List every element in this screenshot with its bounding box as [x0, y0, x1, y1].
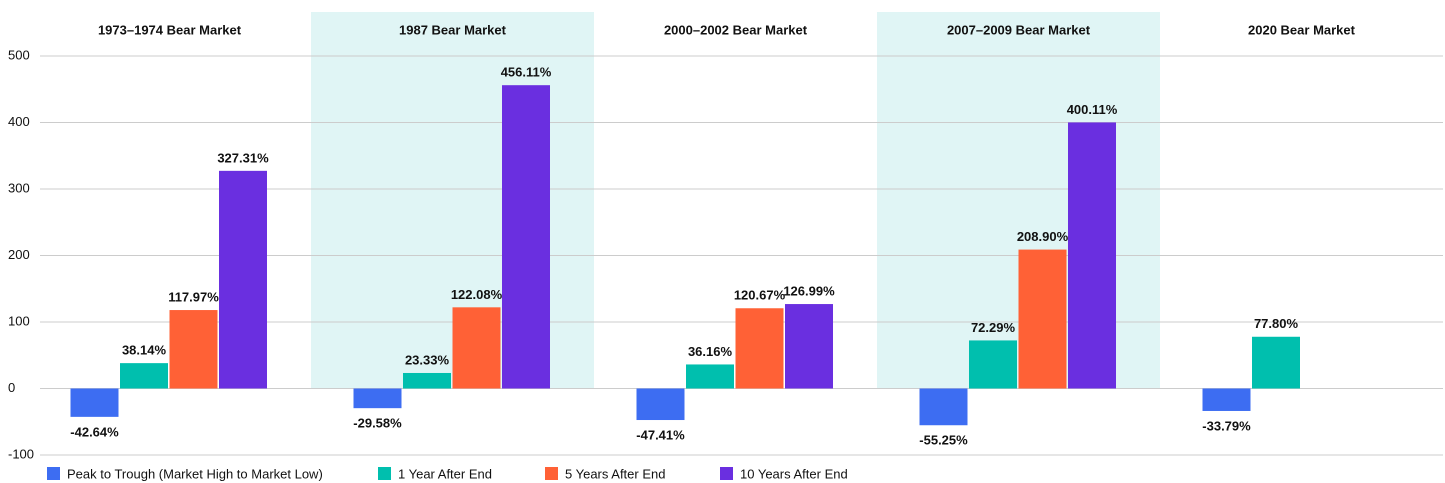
- y-tick-label: 400: [8, 114, 30, 129]
- bar: [169, 310, 218, 389]
- value-label: 456.11%: [501, 65, 552, 80]
- value-label: 327.31%: [217, 150, 269, 165]
- value-label: -47.41%: [636, 427, 685, 442]
- bar: [1252, 336, 1300, 389]
- y-tick-label: 500: [8, 47, 30, 62]
- bar: [219, 170, 267, 389]
- legend-label: 5 Years After End: [565, 466, 665, 481]
- bar: [919, 388, 968, 426]
- bar: [403, 372, 451, 389]
- bar: [353, 388, 402, 409]
- value-label: -33.79%: [1202, 418, 1251, 433]
- bar: [1068, 122, 1116, 389]
- value-label: 208.90%: [1017, 229, 1069, 244]
- legend-label: 1 Year After End: [398, 466, 492, 481]
- bar: [502, 85, 550, 389]
- value-label: 400.11%: [1067, 102, 1118, 117]
- group-title: 1987 Bear Market: [399, 22, 507, 37]
- value-label: -29.58%: [353, 416, 402, 431]
- legend-label: Peak to Trough (Market High to Market Lo…: [67, 466, 323, 481]
- legend-swatch: [545, 467, 558, 480]
- legend-swatch: [720, 467, 733, 480]
- legend-label: 10 Years After End: [740, 466, 848, 481]
- bar: [636, 388, 685, 421]
- bar: [686, 364, 734, 389]
- value-label: 72.29%: [971, 320, 1016, 335]
- group-title: 2007–2009 Bear Market: [947, 22, 1091, 37]
- y-tick-label: 300: [8, 180, 30, 195]
- bar: [120, 363, 168, 389]
- legend-swatch: [378, 467, 391, 480]
- value-label: 120.67%: [734, 288, 786, 303]
- value-label: -55.25%: [919, 433, 968, 448]
- value-label: 38.14%: [122, 343, 167, 358]
- value-label: 126.99%: [783, 283, 835, 298]
- legend-swatch: [47, 467, 60, 480]
- bar: [452, 307, 501, 389]
- y-tick-label: 0: [8, 380, 15, 395]
- value-label: 23.33%: [405, 352, 450, 367]
- bar: [969, 340, 1017, 389]
- bar: [1202, 388, 1251, 411]
- y-tick-label: 200: [8, 247, 30, 262]
- value-label: 117.97%: [168, 289, 219, 304]
- y-tick-label: 100: [8, 313, 30, 328]
- y-tick-label: -100: [8, 446, 34, 461]
- group-title: 2020 Bear Market: [1248, 22, 1356, 37]
- bar: [735, 308, 784, 389]
- group-title: 2000–2002 Bear Market: [664, 22, 808, 37]
- value-label: 77.80%: [1254, 316, 1299, 331]
- value-label: 36.16%: [688, 344, 733, 359]
- bar: [1018, 249, 1067, 389]
- bar: [70, 388, 119, 417]
- bar: [785, 304, 833, 389]
- group-title: 1973–1974 Bear Market: [98, 22, 242, 37]
- value-label: 122.08%: [451, 287, 503, 302]
- value-label: -42.64%: [70, 424, 119, 439]
